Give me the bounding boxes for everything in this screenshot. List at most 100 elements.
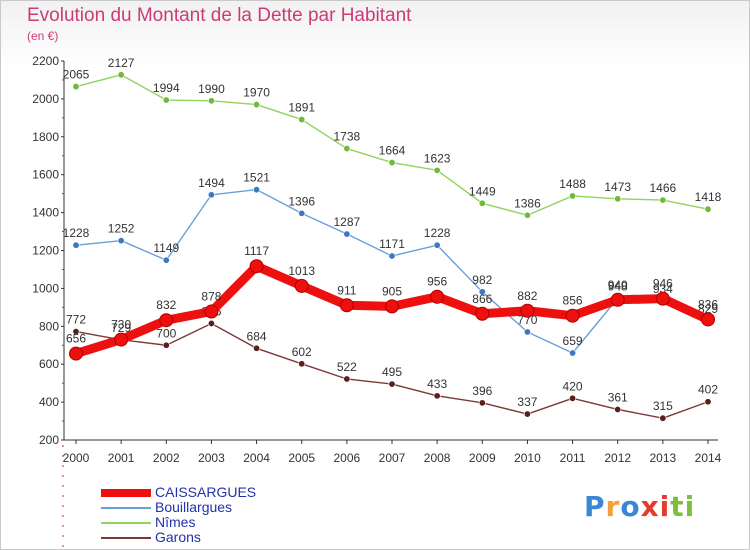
data-label: 1228	[424, 226, 451, 240]
data-label: 1171	[379, 237, 405, 251]
data-point	[162, 341, 170, 349]
data-point	[523, 328, 531, 336]
logo-letter: t	[670, 490, 685, 523]
data-label: 1623	[424, 151, 451, 165]
logo-letter: x	[640, 490, 660, 523]
data-label: 2127	[108, 56, 135, 70]
data-point	[253, 344, 261, 352]
data-label: 905	[382, 284, 402, 298]
data-label: 1013	[288, 264, 315, 278]
data-label: 1994	[153, 81, 180, 95]
data-point	[520, 303, 535, 318]
x-tick-label: 2010	[514, 451, 541, 465]
data-label: 1494	[198, 176, 225, 190]
data-point	[704, 398, 712, 406]
data-label: 1252	[108, 222, 135, 236]
data-point	[523, 211, 531, 219]
data-label: 495	[382, 365, 402, 379]
x-tick-label: 2004	[243, 451, 270, 465]
data-label: 878	[201, 290, 221, 304]
x-tick-label: 2001	[108, 451, 135, 465]
data-point	[162, 256, 170, 264]
x-tick-label: 2014	[695, 451, 722, 465]
logo-letter: i	[659, 490, 671, 523]
x-tick-label: 2012	[604, 451, 631, 465]
data-point	[614, 195, 622, 203]
data-label: 1521	[243, 171, 270, 185]
data-point	[523, 410, 531, 418]
legend-label: CAISSARGUES	[155, 484, 257, 500]
data-point	[569, 349, 577, 357]
data-label: 1664	[379, 144, 406, 158]
data-point	[159, 313, 174, 328]
data-point	[655, 291, 670, 306]
legend-label: Bouillargues	[155, 499, 233, 515]
legend-item: Garons	[101, 529, 401, 545]
x-tick-label: 2013	[650, 451, 677, 465]
data-point	[430, 289, 445, 304]
data-point	[385, 299, 399, 314]
data-point	[72, 328, 80, 336]
data-point	[298, 360, 306, 368]
data-point	[253, 186, 261, 194]
data-point	[294, 278, 309, 293]
data-label: 856	[563, 294, 583, 308]
data-point	[388, 252, 396, 260]
data-label: 1117	[244, 244, 269, 258]
data-label: 836	[698, 297, 718, 311]
data-label: 772	[66, 313, 86, 327]
legend-label: Garons	[155, 529, 201, 545]
data-label: 832	[156, 298, 176, 312]
data-point	[253, 101, 261, 109]
data-point	[701, 312, 715, 327]
data-label: 911	[337, 283, 356, 297]
y-tick-label: 1600	[32, 168, 59, 182]
chart-title: Evolution du Montant de la Dette par Hab…	[27, 5, 412, 26]
legend-swatch	[101, 507, 151, 509]
x-tick-label: 2002	[153, 451, 180, 465]
y-tick-label: 2000	[32, 92, 59, 106]
data-label: 1287	[334, 215, 361, 229]
data-point	[478, 399, 486, 407]
data-point	[69, 346, 83, 361]
data-point	[388, 380, 396, 388]
data-label: 1738	[334, 130, 361, 144]
logo-letter: P	[584, 490, 606, 523]
data-point	[339, 298, 354, 313]
data-label: 1386	[514, 196, 541, 210]
legend-swatch	[101, 537, 151, 539]
data-point	[114, 332, 129, 347]
x-tick-label: 2005	[288, 451, 315, 465]
data-point	[117, 237, 125, 245]
y-tick-label: 400	[39, 395, 59, 409]
data-point	[162, 96, 170, 104]
data-label: 1891	[288, 101, 315, 115]
data-point	[704, 205, 712, 213]
proxiti-logo: Proxiti	[584, 490, 695, 523]
data-label: 402	[698, 383, 718, 397]
data-label: 770	[517, 313, 537, 327]
data-label: 659	[563, 334, 583, 348]
legend-label: Nîmes	[155, 514, 196, 530]
data-label: 1149	[153, 241, 179, 255]
logo-letter: o	[620, 490, 641, 523]
logo-letter: r	[605, 490, 621, 523]
data-point	[614, 405, 622, 413]
data-label: 982	[472, 273, 492, 287]
data-point	[569, 394, 577, 402]
data-point	[343, 375, 351, 383]
y-tick-label: 800	[39, 319, 59, 333]
data-label: 700	[156, 326, 176, 340]
data-point	[433, 166, 441, 174]
data-point	[565, 308, 580, 323]
data-label: 337	[517, 395, 537, 409]
legend-item: Bouillargues	[101, 499, 401, 515]
legend-swatch	[101, 489, 151, 497]
data-label: 1488	[559, 177, 586, 191]
data-point	[388, 159, 396, 167]
legend-item: CAISSARGUES	[101, 484, 401, 500]
data-label: 1396	[288, 194, 315, 208]
data-label: 396	[472, 384, 492, 398]
x-tick-label: 2003	[198, 451, 225, 465]
data-label: 315	[653, 399, 673, 413]
